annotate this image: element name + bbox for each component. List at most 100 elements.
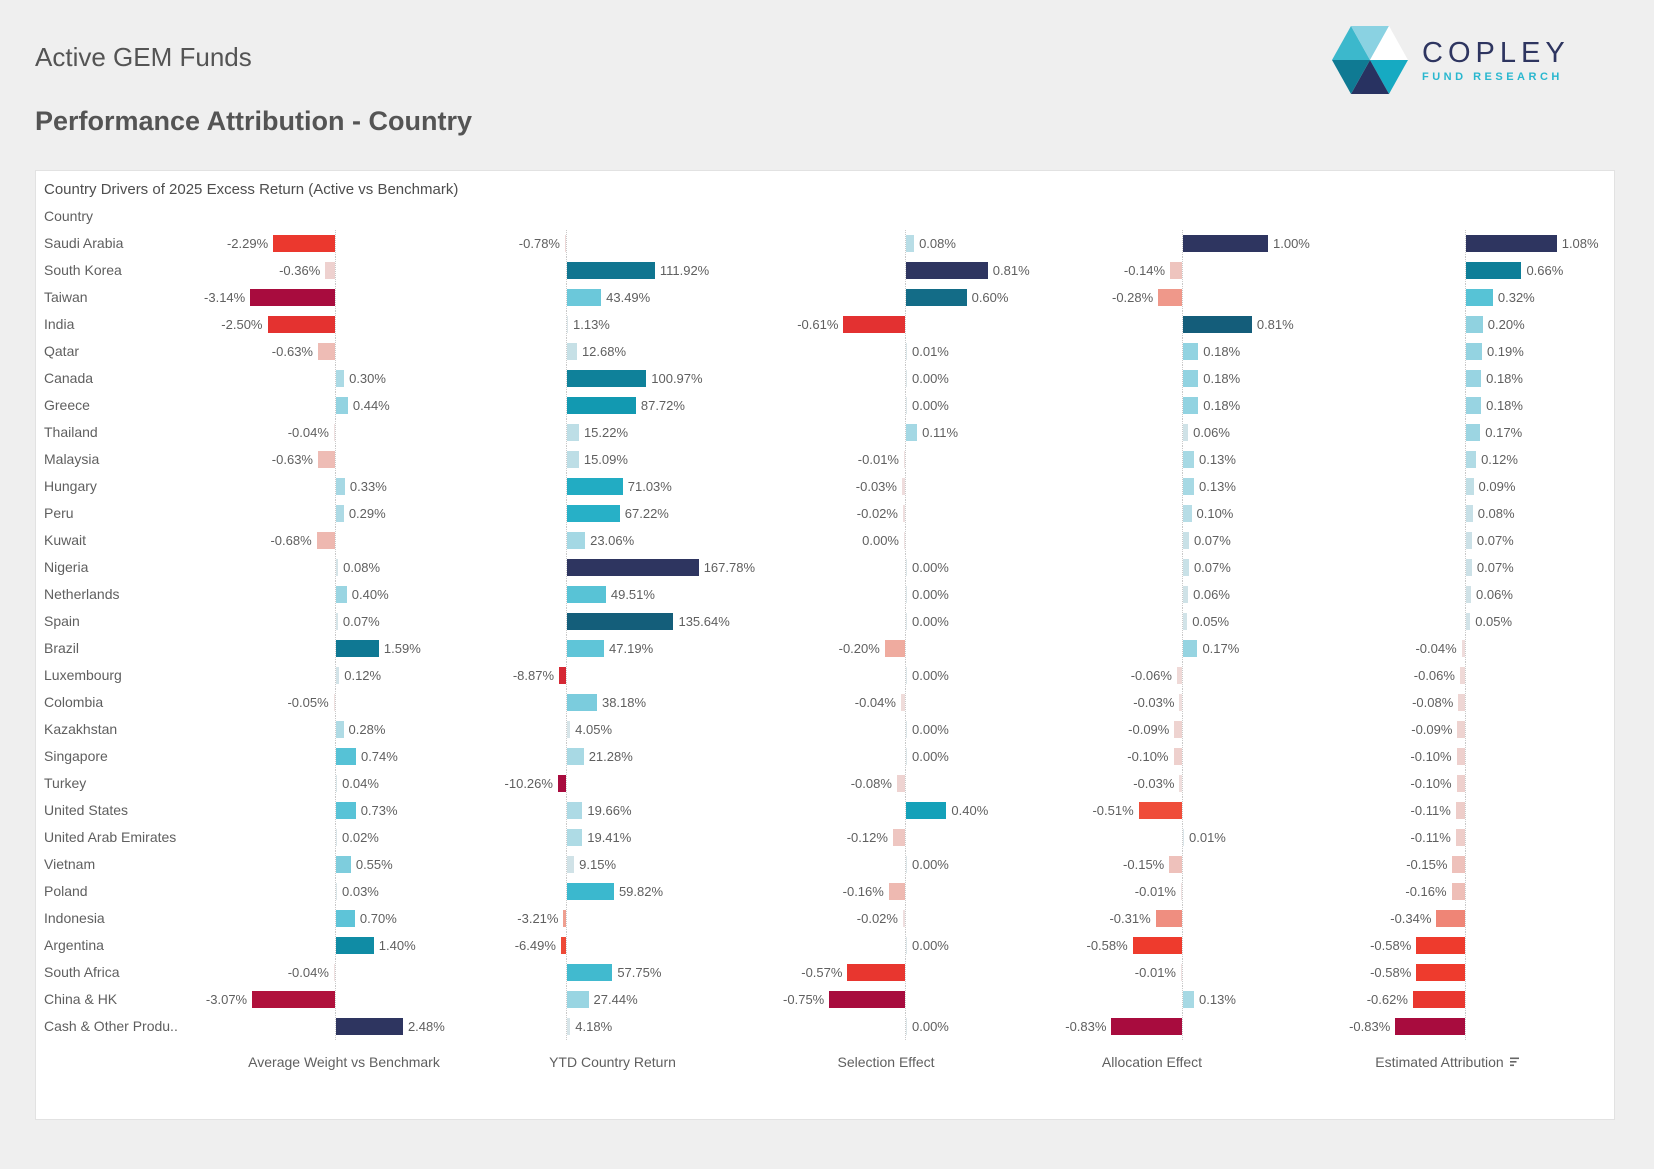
bar-series-1[interactable] [567,532,586,549]
bar-series-1[interactable] [567,640,605,657]
bar-series-4[interactable] [1461,640,1465,657]
bar-series-2[interactable] [900,694,905,711]
bar-series-2[interactable] [906,343,907,360]
bar-series-2[interactable] [904,532,905,549]
bar-series-3[interactable] [1183,559,1189,576]
bar-series-0[interactable] [336,829,337,846]
bar-series-1[interactable] [567,424,579,441]
bar-series-0[interactable] [336,1018,403,1035]
bar-series-1[interactable] [567,802,583,819]
bar-series-0[interactable] [333,964,335,981]
bar-series-0[interactable] [333,694,335,711]
bar-series-0[interactable] [336,505,344,522]
bar-series-0[interactable] [267,316,335,333]
bar-series-1[interactable] [567,316,568,333]
bar-series-2[interactable] [902,505,905,522]
bar-series-0[interactable] [336,856,351,873]
bar-series-1[interactable] [559,667,566,684]
bar-series-0[interactable] [250,289,335,306]
bar-series-3[interactable] [1179,775,1182,792]
bar-series-3[interactable] [1183,586,1189,603]
bar-series-1[interactable] [567,370,647,387]
bar-series-0[interactable] [336,802,356,819]
bar-series-2[interactable] [906,613,907,630]
bar-series-1[interactable] [567,586,606,603]
bar-series-3[interactable] [1170,262,1182,279]
bar-series-0[interactable] [336,640,379,657]
bar-series-1[interactable] [567,397,636,414]
bar-series-2[interactable] [906,937,907,954]
bar-series-2[interactable] [888,883,905,900]
bar-series-4[interactable] [1466,316,1483,333]
bar-series-1[interactable] [557,775,566,792]
bar-series-4[interactable] [1395,1018,1465,1035]
bar-series-3[interactable] [1183,505,1192,522]
bar-series-4[interactable] [1466,478,1474,495]
bar-series-4[interactable] [1466,424,1481,441]
bar-series-4[interactable] [1455,829,1465,846]
bar-series-2[interactable] [906,370,907,387]
bar-series-4[interactable] [1436,910,1465,927]
bar-series-4[interactable] [1455,802,1465,819]
axis-label-4[interactable]: Estimated Attribution [1287,1054,1609,1070]
bar-series-4[interactable] [1466,586,1472,603]
bar-series-1[interactable] [567,748,584,765]
bar-series-4[interactable] [1466,343,1482,360]
bar-series-4[interactable] [1466,505,1473,522]
bar-series-4[interactable] [1466,451,1477,468]
bar-series-2[interactable] [896,775,905,792]
bar-series-3[interactable] [1179,694,1182,711]
bar-series-0[interactable] [273,235,335,252]
bar-series-3[interactable] [1183,316,1252,333]
bar-series-3[interactable] [1183,424,1189,441]
bar-series-4[interactable] [1457,721,1465,738]
bar-series-3[interactable] [1183,640,1198,657]
bar-series-2[interactable] [906,559,907,576]
bar-series-3[interactable] [1111,1018,1182,1035]
bar-series-3[interactable] [1183,991,1195,1008]
bar-series-2[interactable] [843,316,905,333]
bar-series-3[interactable] [1181,964,1182,981]
bar-series-2[interactable] [829,991,905,1008]
bar-series-0[interactable] [336,613,338,630]
axis-label-1[interactable]: YTD Country Return [470,1054,755,1070]
bar-series-0[interactable] [336,721,344,738]
bar-series-0[interactable] [318,451,335,468]
bar-series-4[interactable] [1466,289,1493,306]
axis-label-0[interactable]: Average Weight vs Benchmark [218,1054,470,1070]
bar-series-2[interactable] [884,640,905,657]
bar-series-1[interactable] [567,1018,571,1035]
bar-series-2[interactable] [906,748,907,765]
bar-series-3[interactable] [1181,883,1182,900]
bar-series-3[interactable] [1138,802,1182,819]
bar-series-0[interactable] [336,397,348,414]
bar-series-3[interactable] [1183,397,1199,414]
bar-series-0[interactable] [336,559,339,576]
bar-series-1[interactable] [567,559,699,576]
bar-series-4[interactable] [1416,937,1465,954]
bar-series-2[interactable] [904,451,905,468]
bar-series-2[interactable] [906,586,907,603]
bar-series-2[interactable] [892,829,905,846]
bar-series-0[interactable] [325,262,335,279]
bar-series-1[interactable] [560,937,566,954]
bar-series-0[interactable] [336,478,345,495]
bar-series-2[interactable] [906,802,947,819]
bar-series-1[interactable] [567,964,613,981]
bar-series-4[interactable] [1466,370,1482,387]
bar-series-3[interactable] [1132,937,1182,954]
bar-series-3[interactable] [1173,748,1182,765]
bar-series-1[interactable] [567,721,571,738]
bar-series-3[interactable] [1183,532,1189,549]
bar-series-3[interactable] [1155,910,1182,927]
bar-series-0[interactable] [336,748,356,765]
bar-series-0[interactable] [336,775,338,792]
bar-series-4[interactable] [1458,694,1465,711]
bar-series-4[interactable] [1416,964,1465,981]
bar-series-1[interactable] [567,343,577,360]
bar-series-1[interactable] [567,505,620,522]
bar-series-3[interactable] [1183,343,1199,360]
bar-series-3[interactable] [1183,829,1184,846]
bar-series-1[interactable] [567,991,589,1008]
bar-series-1[interactable] [567,451,579,468]
